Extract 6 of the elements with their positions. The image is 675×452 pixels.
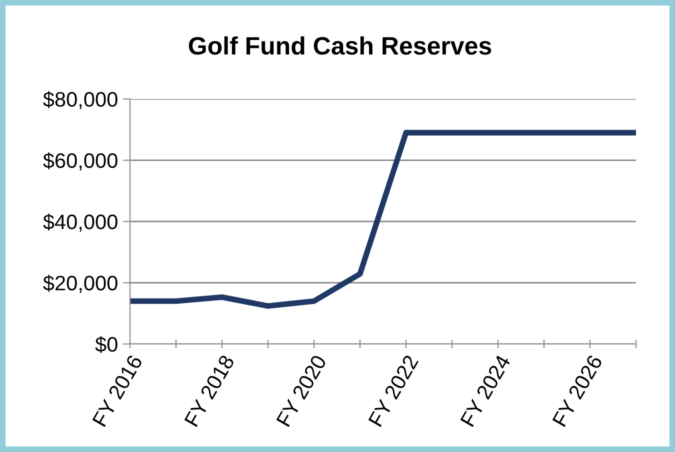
y-tick-label: $40,000 — [43, 214, 118, 232]
chart-title: Golf Fund Cash Reserves — [188, 36, 492, 55]
y-tick-label: $0 — [95, 336, 118, 353]
y-tick-label: $80,000 — [43, 91, 118, 110]
y-tick-label: $20,000 — [43, 274, 118, 293]
y-tick-label: $60,000 — [43, 152, 118, 170]
